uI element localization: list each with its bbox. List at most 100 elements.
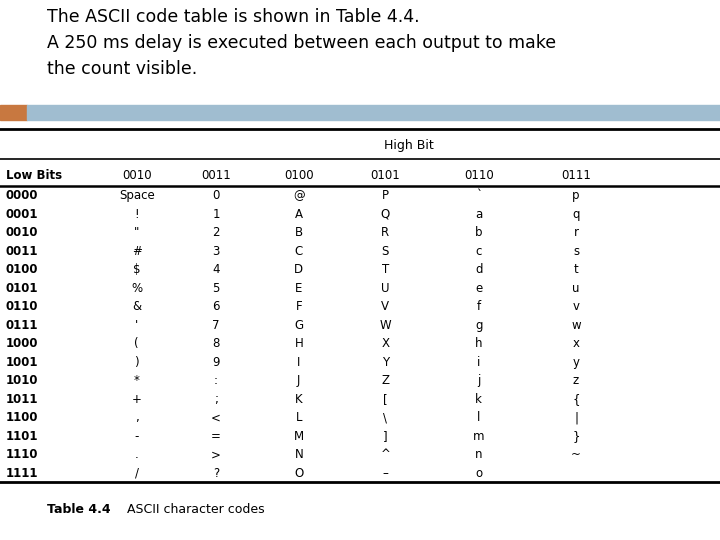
Bar (0, 105, 27, 120)
Text: s: s (573, 245, 579, 258)
Text: $: $ (133, 263, 140, 276)
Text: 7: 7 (212, 319, 220, 332)
Text: }: } (572, 430, 580, 443)
Text: ?: ? (213, 467, 219, 480)
Text: 6: 6 (212, 300, 220, 313)
Text: <: < (211, 411, 221, 424)
Text: V: V (381, 300, 390, 313)
Text: &: & (132, 300, 141, 313)
Text: ]: ] (383, 430, 387, 443)
Text: 1101: 1101 (6, 430, 38, 443)
Text: 3: 3 (212, 245, 220, 258)
Text: 1111: 1111 (6, 467, 38, 480)
Text: w: w (571, 319, 581, 332)
Text: !: ! (135, 208, 139, 221)
Text: 2: 2 (212, 226, 220, 239)
Text: ASCII character codes: ASCII character codes (127, 503, 265, 516)
Text: R: R (381, 226, 390, 239)
Text: 0101: 0101 (370, 169, 400, 182)
Text: d: d (475, 263, 482, 276)
Text: C: C (294, 245, 303, 258)
Text: i: i (477, 356, 480, 369)
Text: 1100: 1100 (6, 411, 38, 424)
Text: y: y (572, 356, 580, 369)
Text: N: N (294, 448, 303, 461)
Text: j: j (477, 374, 480, 387)
Text: 0110: 0110 (464, 169, 494, 182)
Text: x: x (572, 337, 580, 350)
Text: [: [ (383, 393, 387, 406)
Text: 4: 4 (212, 263, 220, 276)
Text: The ASCII code table is shown in Table 4.4.
A 250 ms delay is executed between e: The ASCII code table is shown in Table 4… (47, 9, 556, 78)
Text: v: v (572, 300, 580, 313)
Text: U: U (381, 282, 390, 295)
Text: /: / (135, 467, 139, 480)
Text: l: l (477, 411, 480, 424)
Text: X: X (381, 337, 390, 350)
Text: 0101: 0101 (6, 282, 38, 295)
Text: 1010: 1010 (6, 374, 38, 387)
Text: H: H (294, 337, 303, 350)
Text: 1000: 1000 (6, 337, 38, 350)
Text: a: a (475, 208, 482, 221)
Text: e: e (475, 282, 482, 295)
Text: 0001: 0001 (6, 208, 38, 221)
Text: ;: ; (214, 393, 218, 406)
Text: 1110: 1110 (6, 448, 38, 461)
Text: r: r (574, 226, 578, 239)
Text: High Bit: High Bit (384, 139, 433, 152)
Text: B: B (294, 226, 303, 239)
Text: -: - (135, 430, 139, 443)
Text: ): ) (135, 356, 139, 369)
Text: L: L (295, 411, 302, 424)
Text: .: . (135, 448, 139, 461)
Text: p: p (572, 189, 580, 202)
Text: >: > (211, 448, 221, 461)
Text: z: z (573, 374, 579, 387)
Text: 9: 9 (212, 356, 220, 369)
Text: %: % (131, 282, 143, 295)
Text: h: h (475, 337, 482, 350)
Text: O: O (294, 467, 303, 480)
Text: I: I (297, 356, 300, 369)
Text: F: F (295, 300, 302, 313)
Text: 0111: 0111 (561, 169, 591, 182)
Text: W: W (379, 319, 391, 332)
Text: Table 4.4: Table 4.4 (47, 503, 110, 516)
Text: 0111: 0111 (6, 319, 38, 332)
Text: S: S (382, 245, 389, 258)
Text: T: T (382, 263, 389, 276)
Text: 0010: 0010 (6, 226, 38, 239)
Text: #: # (132, 245, 142, 258)
Text: c: c (476, 245, 482, 258)
Text: 0100: 0100 (284, 169, 314, 182)
Text: =: = (211, 430, 221, 443)
Text: m: m (473, 430, 485, 443)
Text: Y: Y (382, 356, 389, 369)
Text: 0000: 0000 (6, 189, 38, 202)
Text: 0011: 0011 (6, 245, 38, 258)
Text: J: J (297, 374, 300, 387)
Text: A: A (294, 208, 303, 221)
Text: 8: 8 (212, 337, 220, 350)
Text: P: P (382, 189, 389, 202)
Text: –: – (382, 467, 388, 480)
Text: Q: Q (381, 208, 390, 221)
Text: 0100: 0100 (6, 263, 38, 276)
Text: 1001: 1001 (6, 356, 38, 369)
Text: 0010: 0010 (122, 169, 152, 182)
Text: Low Bits: Low Bits (6, 169, 62, 182)
Text: 1011: 1011 (6, 393, 38, 406)
Text: 0110: 0110 (6, 300, 38, 313)
Text: +: + (132, 393, 142, 406)
Text: K: K (295, 393, 302, 406)
Text: {: { (572, 393, 580, 406)
Text: n: n (475, 448, 482, 461)
Text: 0: 0 (212, 189, 220, 202)
Text: f: f (477, 300, 481, 313)
Text: E: E (295, 282, 302, 295)
Text: @: @ (293, 189, 305, 202)
Text: 1: 1 (212, 208, 220, 221)
Text: Z: Z (381, 374, 390, 387)
Text: o: o (475, 467, 482, 480)
